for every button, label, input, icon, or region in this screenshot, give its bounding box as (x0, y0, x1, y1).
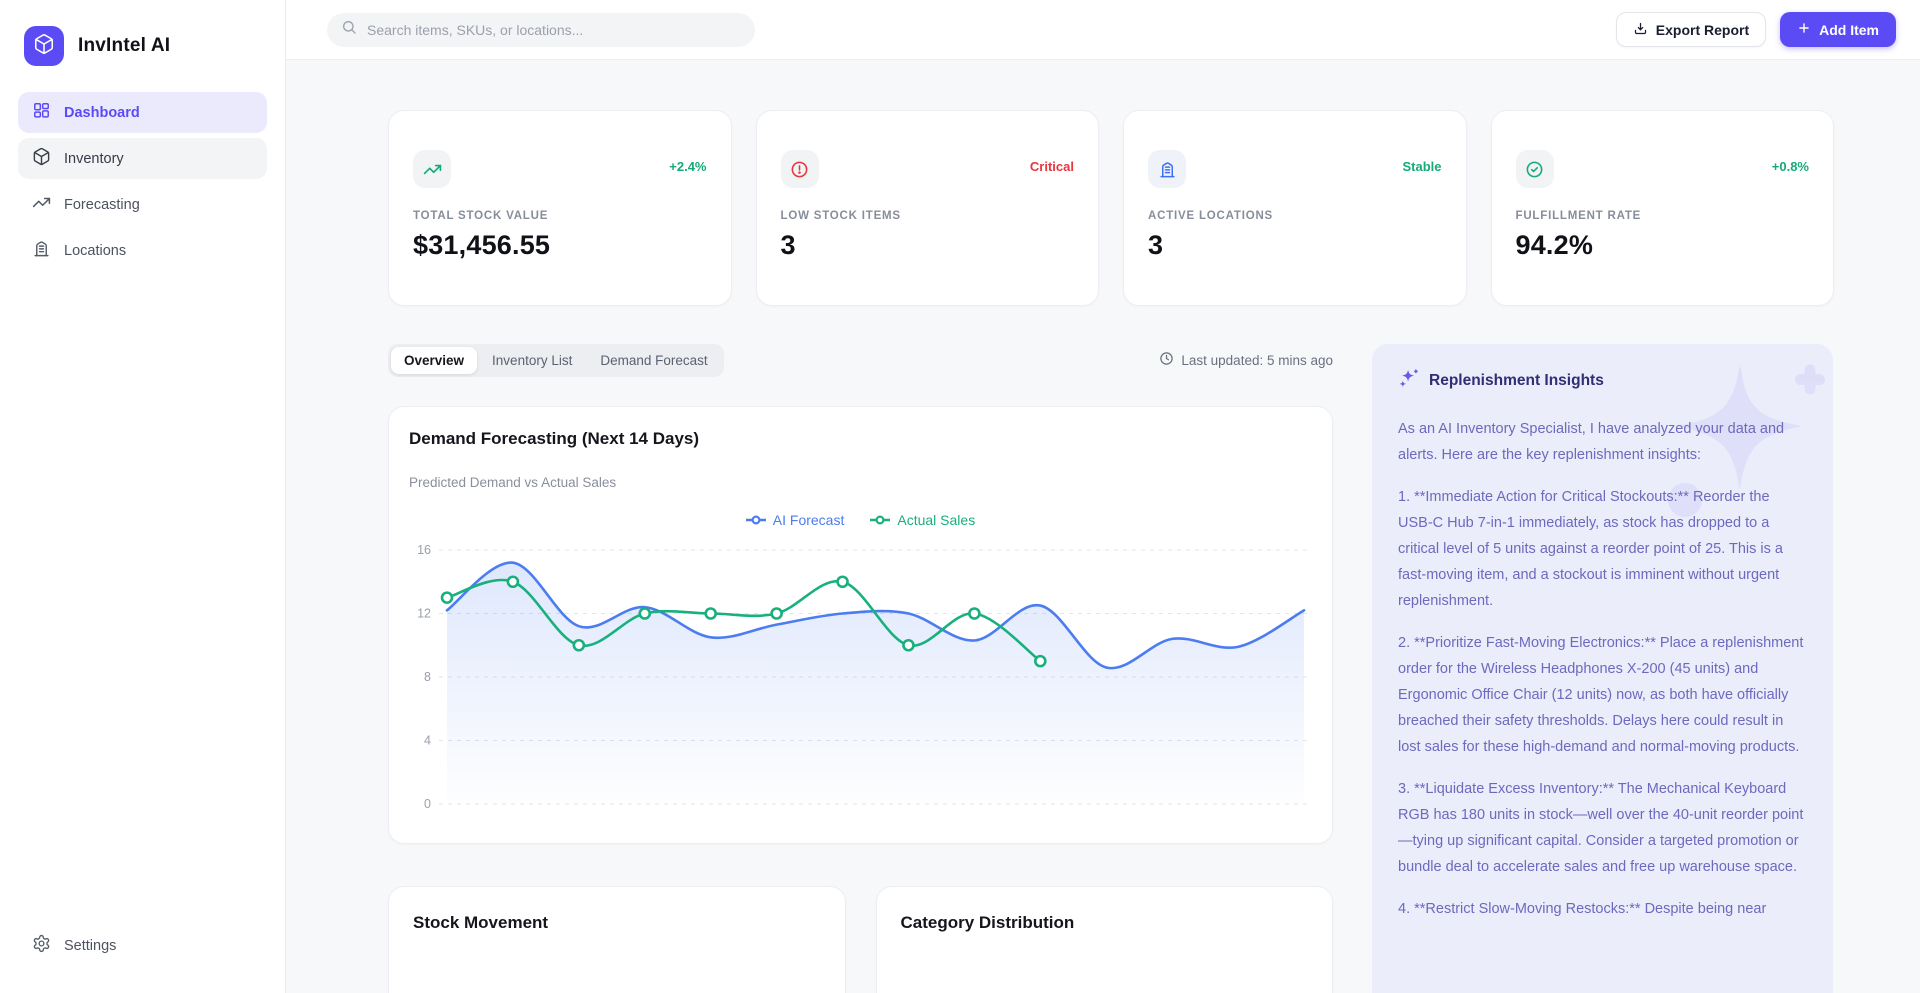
insight-paragraph: As an AI Inventory Specialist, I have an… (1398, 416, 1807, 468)
download-icon (1633, 21, 1648, 39)
svg-text:0: 0 (424, 797, 431, 811)
demand-forecast-chart-card: Demand Forecasting (Next 14 Days) Predic… (388, 406, 1333, 844)
stat-label: ACTIVE LOCATIONS (1148, 210, 1442, 222)
category-distribution-card: Category Distribution (876, 886, 1334, 993)
card-title: Category Distribution (901, 913, 1309, 933)
insight-paragraph: 1. **Immediate Action for Critical Stock… (1398, 484, 1807, 614)
stat-value: 3 (1148, 230, 1442, 261)
plus-icon (1797, 21, 1811, 38)
legend-label: Actual Sales (897, 512, 975, 528)
sidebar-item-label: Locations (64, 243, 126, 259)
insight-paragraph: 2. **Prioritize Fast-Moving Electronics:… (1398, 630, 1807, 760)
app-window: InvIntel AI Dashboard Inventory Forecast… (0, 0, 1920, 993)
chart-subtitle: Predicted Demand vs Actual Sales (405, 475, 1316, 490)
warehouse-icon (1148, 150, 1186, 188)
svg-text:8: 8 (424, 670, 431, 684)
search-box[interactable] (327, 13, 755, 47)
stat-delta: Stable (1402, 159, 1441, 174)
stat-card-active-locations: Stable ACTIVE LOCATIONS 3 (1123, 110, 1467, 306)
add-item-button[interactable]: Add Item (1780, 12, 1896, 47)
main-area: Export Report Add Item +2.4% T (286, 0, 1920, 993)
stat-value: $31,456.55 (413, 230, 707, 261)
search-input[interactable] (367, 22, 741, 38)
tabs-row: Overview Inventory List Demand Forecast … (388, 344, 1333, 376)
tab-demand-forecast[interactable]: Demand Forecast (587, 347, 720, 374)
topbar: Export Report Add Item (286, 0, 1920, 60)
clock-icon (1159, 351, 1174, 369)
app-logo (24, 26, 64, 66)
brand: InvIntel AI (18, 20, 267, 92)
stat-value: 94.2% (1516, 230, 1810, 261)
sidebar-item-label: Inventory (64, 151, 124, 167)
tab-inventory-list[interactable]: Inventory List (479, 347, 585, 374)
sidebar-item-settings[interactable]: Settings (18, 925, 267, 966)
export-report-label: Export Report (1656, 22, 1749, 38)
sidebar-item-inventory[interactable]: Inventory (18, 138, 267, 179)
stock-movement-card: Stock Movement (388, 886, 846, 993)
gear-icon (32, 934, 51, 957)
legend-label: AI Forecast (773, 512, 845, 528)
svg-text:16: 16 (417, 543, 431, 557)
search-icon (341, 19, 357, 40)
legend-ai-forecast: AI Forecast (746, 512, 845, 528)
alert-circle-icon (781, 150, 819, 188)
sidebar-item-forecasting[interactable]: Forecasting (18, 184, 267, 225)
sidebar-item-label: Settings (64, 938, 116, 954)
legend-marker-icon (746, 512, 766, 528)
add-item-label: Add Item (1819, 22, 1879, 38)
stat-label: LOW STOCK ITEMS (781, 210, 1075, 222)
main-column: Overview Inventory List Demand Forecast … (388, 344, 1333, 993)
stat-label: TOTAL STOCK VALUE (413, 210, 707, 222)
sidebar-item-label: Dashboard (64, 105, 140, 121)
legend-actual-sales: Actual Sales (870, 512, 975, 528)
sparkles-icon (1398, 368, 1419, 394)
insight-paragraph: 4. **Restrict Slow-Moving Restocks:** De… (1398, 896, 1807, 922)
app-title: InvIntel AI (78, 35, 170, 57)
sidebar-item-dashboard[interactable]: Dashboard (18, 92, 267, 133)
last-updated-text: Last updated: 5 mins ago (1181, 353, 1333, 368)
stats-row: +2.4% TOTAL STOCK VALUE $31,456.55 Criti… (388, 110, 1834, 306)
replenishment-insights-panel: Replenishment Insights As an AI Inventor… (1372, 344, 1833, 993)
stat-delta: Critical (1030, 159, 1074, 174)
stat-card-total-stock-value: +2.4% TOTAL STOCK VALUE $31,456.55 (388, 110, 732, 306)
trending-up-icon (32, 193, 51, 216)
svg-text:4: 4 (424, 734, 431, 748)
warehouse-icon (32, 239, 51, 262)
topbar-actions: Export Report Add Item (1616, 12, 1896, 47)
stat-delta: +2.4% (669, 159, 706, 174)
sidebar-nav: Dashboard Inventory Forecasting Location… (18, 92, 267, 271)
sidebar-item-locations[interactable]: Locations (18, 230, 267, 271)
dashboard-content: +2.4% TOTAL STOCK VALUE $31,456.55 Criti… (286, 60, 1920, 993)
stat-card-fulfillment-rate: +0.8% FULFILLMENT RATE 94.2% (1491, 110, 1835, 306)
sidebar: InvIntel AI Dashboard Inventory Forecast… (0, 0, 286, 993)
demand-forecast-chart: 0 4 8 12 16 (405, 532, 1316, 824)
sidebar-item-label: Forecasting (64, 197, 140, 213)
trending-up-icon (413, 150, 451, 188)
dashboard-grid-icon (32, 101, 51, 124)
stat-card-low-stock-items: Critical LOW STOCK ITEMS 3 (756, 110, 1100, 306)
insight-paragraph: 3. **Liquidate Excess Inventory:** The M… (1398, 776, 1807, 880)
chart-legend: AI Forecast Actual Sales (405, 512, 1316, 528)
insights-body: As an AI Inventory Specialist, I have an… (1398, 416, 1807, 922)
export-report-button[interactable]: Export Report (1616, 12, 1766, 47)
package-icon (32, 147, 51, 170)
check-circle-icon (1516, 150, 1554, 188)
cube-logo-icon (33, 33, 55, 60)
insights-header: Replenishment Insights (1398, 368, 1807, 394)
card-title: Stock Movement (413, 913, 821, 933)
last-updated: Last updated: 5 mins ago (1159, 351, 1333, 369)
tab-group: Overview Inventory List Demand Forecast (388, 344, 724, 377)
bottom-cards-row: Stock Movement Category Distribution (388, 886, 1333, 993)
legend-marker-icon (870, 512, 890, 528)
chart-title: Demand Forecasting (Next 14 Days) (405, 429, 1316, 449)
insights-title: Replenishment Insights (1429, 372, 1604, 390)
stat-delta: +0.8% (1772, 159, 1809, 174)
stat-label: FULFILLMENT RATE (1516, 210, 1810, 222)
stat-value: 3 (781, 230, 1075, 261)
svg-text:12: 12 (417, 607, 431, 621)
tab-overview[interactable]: Overview (391, 347, 477, 374)
